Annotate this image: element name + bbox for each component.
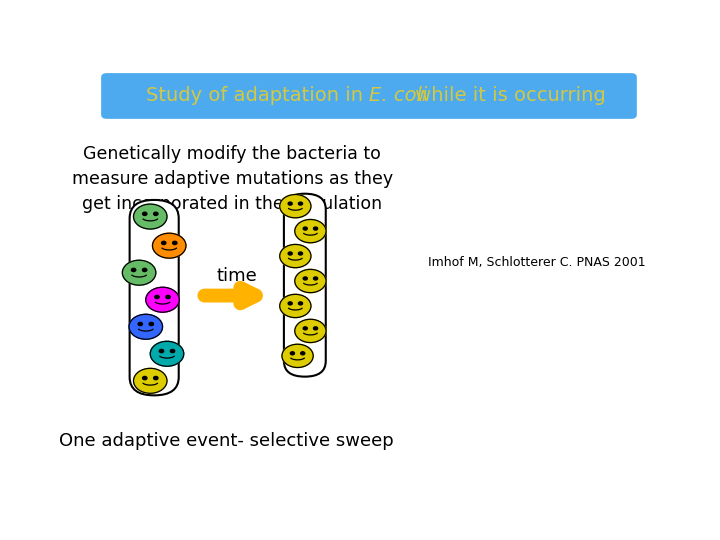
Circle shape bbox=[299, 252, 302, 255]
Circle shape bbox=[159, 349, 163, 353]
Circle shape bbox=[166, 295, 170, 299]
Circle shape bbox=[294, 219, 326, 243]
Text: time: time bbox=[217, 267, 257, 285]
FancyBboxPatch shape bbox=[284, 194, 325, 377]
Circle shape bbox=[294, 269, 326, 293]
Circle shape bbox=[153, 212, 158, 215]
Text: get incorporated in the population: get incorporated in the population bbox=[82, 195, 382, 213]
Circle shape bbox=[173, 241, 177, 245]
Circle shape bbox=[122, 260, 156, 285]
Circle shape bbox=[294, 319, 326, 342]
Circle shape bbox=[138, 322, 143, 326]
Circle shape bbox=[171, 349, 175, 353]
Circle shape bbox=[150, 341, 184, 366]
Text: Imhof M, Schlotterer C. PNAS 2001: Imhof M, Schlotterer C. PNAS 2001 bbox=[428, 256, 645, 269]
Circle shape bbox=[279, 245, 311, 268]
Circle shape bbox=[313, 227, 318, 230]
Circle shape bbox=[129, 314, 163, 339]
Circle shape bbox=[290, 352, 294, 355]
Circle shape bbox=[153, 376, 158, 380]
Circle shape bbox=[301, 352, 305, 355]
Circle shape bbox=[282, 344, 313, 368]
Circle shape bbox=[303, 277, 307, 280]
Circle shape bbox=[161, 241, 166, 245]
Circle shape bbox=[155, 295, 159, 299]
Circle shape bbox=[288, 302, 292, 305]
Text: Study of adaptation in: Study of adaptation in bbox=[145, 86, 369, 105]
Circle shape bbox=[303, 227, 307, 230]
Circle shape bbox=[149, 322, 153, 326]
Circle shape bbox=[132, 268, 136, 272]
Circle shape bbox=[299, 202, 302, 205]
Circle shape bbox=[153, 233, 186, 258]
Text: measure adaptive mutations as they: measure adaptive mutations as they bbox=[72, 170, 393, 188]
Circle shape bbox=[143, 268, 147, 272]
Circle shape bbox=[313, 327, 318, 330]
Circle shape bbox=[133, 204, 167, 229]
FancyBboxPatch shape bbox=[101, 73, 637, 119]
Circle shape bbox=[288, 252, 292, 255]
Text: One adaptive event- selective sweep: One adaptive event- selective sweep bbox=[59, 432, 394, 450]
Circle shape bbox=[133, 368, 167, 393]
Circle shape bbox=[143, 212, 147, 215]
Circle shape bbox=[145, 287, 179, 312]
Circle shape bbox=[143, 376, 147, 380]
FancyBboxPatch shape bbox=[130, 200, 179, 395]
Circle shape bbox=[279, 294, 311, 318]
Text: E. coli: E. coli bbox=[369, 86, 427, 105]
Circle shape bbox=[279, 194, 311, 218]
Text: while it is occurring: while it is occurring bbox=[409, 86, 606, 105]
Text: Genetically modify the bacteria to: Genetically modify the bacteria to bbox=[84, 145, 381, 163]
Circle shape bbox=[288, 202, 292, 205]
Circle shape bbox=[303, 327, 307, 330]
Circle shape bbox=[313, 277, 318, 280]
Circle shape bbox=[299, 302, 302, 305]
